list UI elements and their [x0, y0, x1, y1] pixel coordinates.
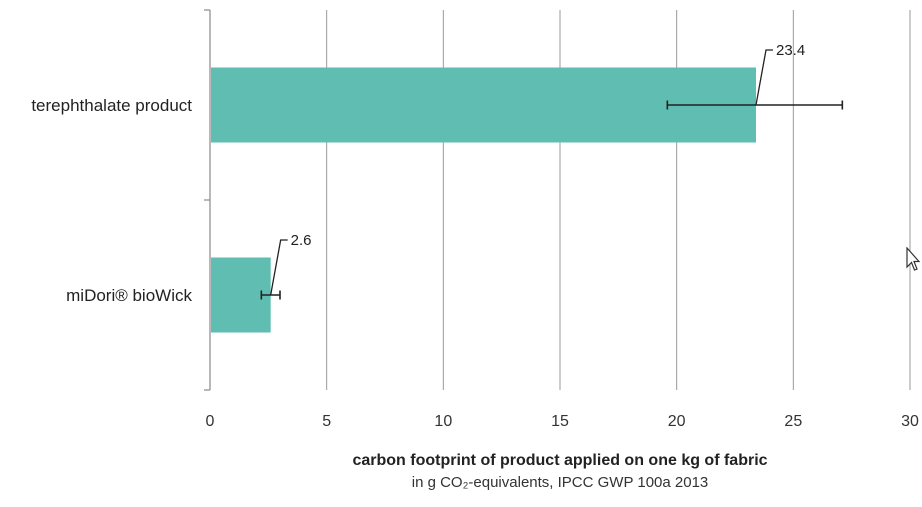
bar-0	[211, 67, 756, 143]
x-tick-label-10: 10	[434, 413, 452, 430]
bars	[211, 67, 756, 333]
x-tick-label-5: 5	[322, 413, 331, 430]
error-bars	[260, 100, 844, 300]
grid-lines	[326, 10, 911, 390]
x-tick-label-20: 20	[668, 413, 686, 430]
x-tick-label-0: 0	[206, 413, 215, 430]
axes	[204, 9, 211, 391]
x-axis-title: carbon footprint of product applied on o…	[210, 452, 910, 491]
mouse-pointer-icon	[906, 247, 920, 271]
tick-labels: 0 5 10 15 20 25 30	[206, 413, 919, 430]
category-label-0: terephthalate product	[31, 96, 192, 115]
data-labels: 23.4 2.6	[270, 42, 805, 296]
category-label-1: miDori® bioWick	[66, 286, 192, 305]
category-labels: terephthalate product miDori® bioWick	[31, 96, 192, 305]
x-axis-label: carbon footprint of product applied on o…	[352, 452, 768, 469]
x-tick-label-25: 25	[784, 413, 802, 430]
data-label-leader-0	[755, 49, 773, 106]
data-label-1: 2.6	[291, 232, 312, 249]
x-tick-label-30: 30	[901, 413, 919, 430]
x-axis-sublabel: in g CO₂-equivalents, IPCC GWP 100a 2013	[411, 474, 709, 491]
data-label-0: 23.4	[776, 42, 805, 59]
data-label-leader-1	[270, 239, 288, 296]
x-tick-label-15: 15	[551, 413, 569, 430]
